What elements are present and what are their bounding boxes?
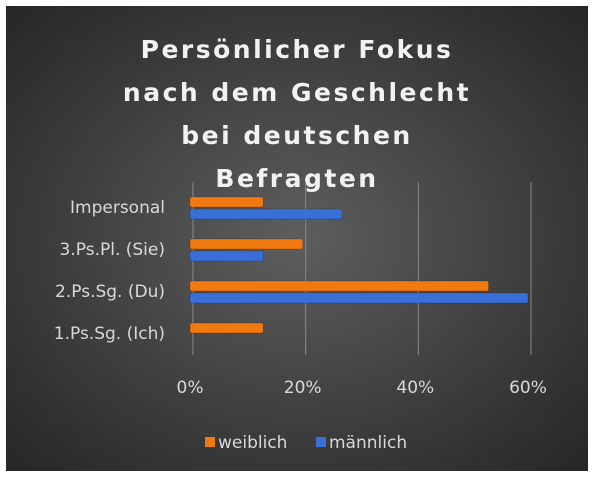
y-tick-label: 2.Ps.Sg. (Du) bbox=[55, 282, 165, 302]
x-tick-label: 60% bbox=[509, 378, 547, 398]
bar bbox=[189, 292, 529, 304]
bar bbox=[189, 250, 264, 262]
legend-swatch bbox=[205, 437, 215, 447]
chart-title: Persönlicher Fokus nach dem Geschlecht b… bbox=[122, 35, 472, 193]
bar bbox=[189, 280, 489, 292]
y-tick-label: Impersonal bbox=[70, 198, 165, 218]
legend-label: weiblich bbox=[218, 433, 287, 453]
y-tick-label: 3.Ps.Pl. (Sie) bbox=[60, 240, 165, 260]
x-tick-label: 0% bbox=[177, 378, 204, 398]
bar bbox=[189, 238, 303, 250]
x-tick-label: 40% bbox=[396, 378, 434, 398]
bar bbox=[189, 322, 264, 334]
legend-swatch bbox=[316, 437, 326, 447]
bar bbox=[189, 208, 343, 220]
chart-background bbox=[6, 6, 588, 471]
bar bbox=[189, 196, 264, 208]
x-tick-label: 20% bbox=[284, 378, 322, 398]
y-tick-label: 1.Ps.Sg. (Ich) bbox=[54, 324, 165, 344]
legend-label: männlich bbox=[329, 433, 407, 453]
